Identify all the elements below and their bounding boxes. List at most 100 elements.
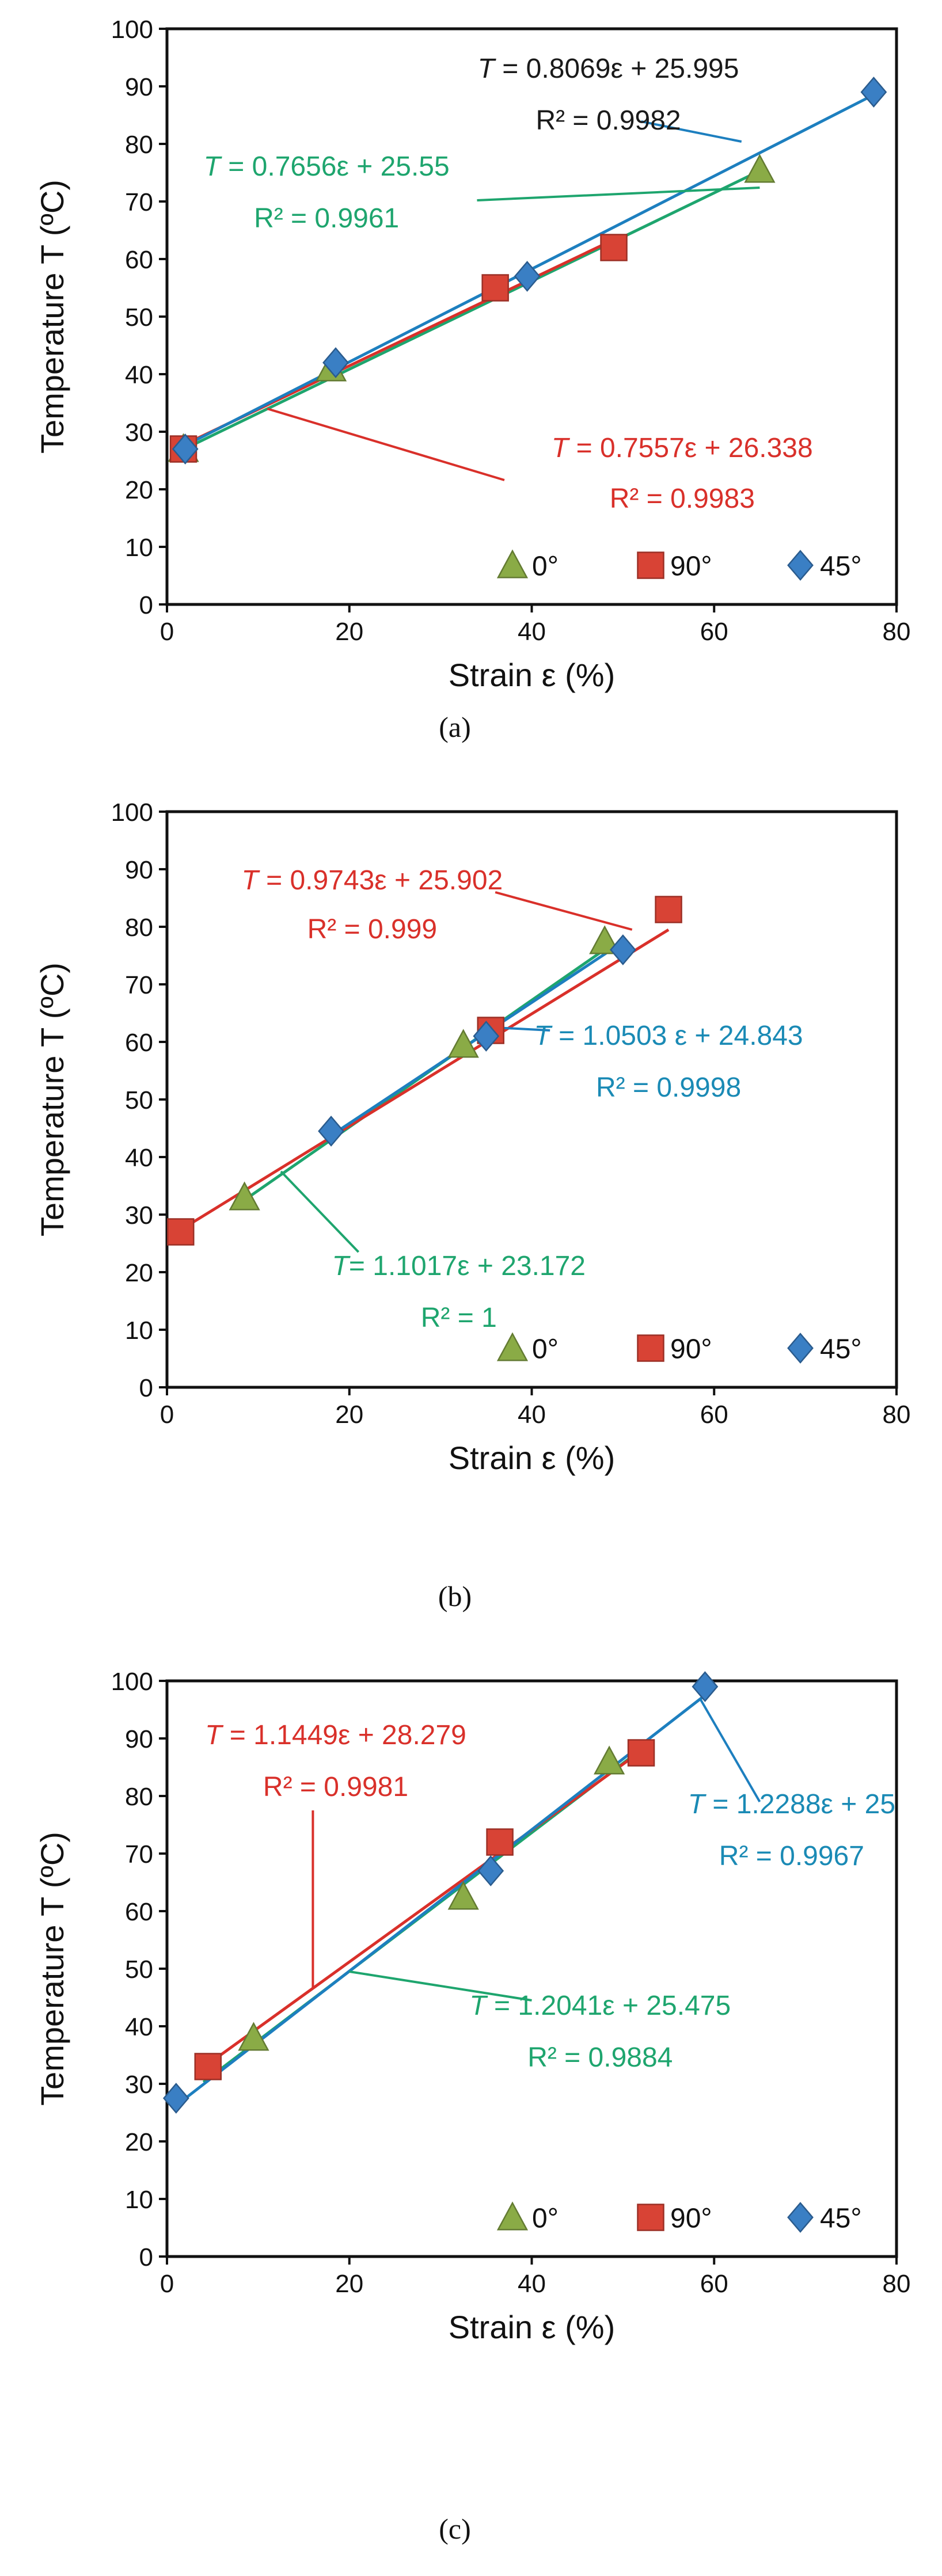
annotation-leader-line [641, 120, 742, 143]
x-tick-label: 60 [700, 1401, 728, 1429]
data-point-45deg [162, 2083, 189, 2114]
y-tick-label: 90 [125, 1725, 153, 1753]
y-tick-label: 20 [125, 476, 153, 504]
data-point-90deg [167, 1218, 195, 1246]
fit-equation: T = 1.1449ε + 28.279 [205, 1720, 466, 1751]
annotation-leader-line [495, 1026, 550, 1032]
legend-label: 90° [670, 2203, 712, 2233]
fit-equation: T = 1.2288ε + 25 [688, 1789, 895, 1820]
r-squared-label: R² = 0.9961 [254, 203, 399, 234]
data-point-45deg [514, 261, 541, 292]
trendline-90deg [180, 928, 670, 1231]
x-tick-label: 60 [700, 2270, 728, 2298]
annotation-leader-line [495, 891, 633, 931]
data-point-0deg [238, 2022, 269, 2051]
x-tick-label: 80 [883, 2270, 911, 2298]
legend-item-45deg: 45° [787, 2202, 862, 2233]
y-tick-label: 80 [125, 914, 153, 942]
data-point-0deg [229, 1181, 260, 1211]
y-tick-label: 30 [125, 418, 153, 447]
x-axis-label: Strain ε (%) [449, 1440, 615, 1476]
legend-label: 0° [532, 1334, 559, 1364]
y-tick-label: 100 [111, 798, 153, 827]
y-tick-label: 10 [125, 534, 153, 562]
x-tick-label: 20 [335, 618, 363, 646]
y-tick-label: 0 [139, 591, 153, 619]
x-axis-label: Strain ε (%) [449, 657, 615, 693]
y-tick-label: 90 [125, 73, 153, 101]
r-squared-label: R² = 0.9982 [535, 105, 681, 136]
panel-caption: (a) [439, 711, 471, 743]
data-point-45deg [860, 77, 887, 108]
legend-item-45deg: 45° [787, 1333, 862, 1364]
legend-label: 45° [820, 2203, 862, 2233]
y-tick-label: 10 [125, 2186, 153, 2214]
x-tick-label: 20 [335, 1401, 363, 1429]
y-tick-label: 40 [125, 2013, 153, 2041]
x-tick-label: 40 [518, 618, 546, 646]
data-point-0deg [744, 154, 776, 183]
data-point-90deg [600, 234, 628, 261]
fit-equation: T = 0.8069ε + 25.995 [478, 54, 739, 84]
legend-label: 45° [820, 551, 862, 581]
chart-panel-c: 0 10 20 30 40 50 60 70 80 90 100 0 20 40 60 80 T = 1.14… [34, 1668, 910, 2545]
y-tick-label: 40 [125, 361, 153, 389]
y-tick-label: 50 [125, 1955, 153, 1984]
annotation-leader-line [349, 1970, 532, 2002]
data-point-45deg [322, 347, 349, 378]
x-tick-label: 40 [518, 1401, 546, 1429]
plot-area [165, 1679, 898, 2258]
legend-marker [637, 2204, 664, 2231]
data-point-45deg [692, 1671, 719, 1702]
data-point-45deg [172, 433, 199, 465]
annotation-leader-line [280, 1170, 360, 1253]
y-tick-label: 70 [125, 971, 153, 999]
x-axis-label: Strain ε (%) [449, 2309, 615, 2345]
data-point-45deg [473, 1021, 500, 1052]
data-point-45deg [609, 934, 636, 965]
y-tick-label: 100 [111, 16, 153, 44]
legend-marker [787, 1333, 814, 1364]
fit-equation: T = 0.9743ε + 25.902 [241, 865, 503, 896]
r-squared-label: R² = 1 [421, 1303, 497, 1333]
trendline-90deg [207, 1749, 643, 2065]
legend-marker [496, 1332, 529, 1361]
r-squared-label: R² = 0.9981 [263, 1772, 408, 1802]
fit-equation: T = 1.2041ε + 25.475 [469, 1991, 731, 2021]
y-tick-label: 0 [139, 2243, 153, 2271]
y-axis-label: Temperature T (ºC) [34, 180, 70, 454]
legend-label: 90° [670, 1334, 712, 1364]
data-point-0deg [447, 1029, 479, 1058]
x-tick-label: 0 [160, 2270, 174, 2298]
plot-area [165, 810, 898, 1389]
r-squared-label: R² = 0.999 [307, 914, 437, 945]
y-tick-label: 0 [139, 1374, 153, 1402]
legend-label: 90° [670, 551, 712, 581]
legend-item-0deg: 0° [496, 1332, 559, 1364]
data-point-45deg [318, 1116, 344, 1147]
plot-area [165, 27, 898, 606]
y-tick-label: 80 [125, 131, 153, 159]
y-axis-label: Temperature T (ºC) [34, 962, 70, 1236]
y-tick-label: 60 [125, 1898, 153, 1926]
annotation-leader-line [699, 1698, 761, 1803]
y-tick-label: 100 [111, 1668, 153, 1696]
panel-caption: (b) [438, 1580, 472, 1612]
chart-panel-b: 0 10 20 30 40 50 60 70 80 90 100 0 20 40 60 80 T = 0.97… [34, 798, 910, 1612]
legend-marker [637, 551, 664, 579]
r-squared-label: R² = 0.9884 [527, 2042, 673, 2073]
y-tick-label: 20 [125, 2128, 153, 2156]
legend-label: 0° [532, 551, 559, 581]
y-tick-label: 20 [125, 1259, 153, 1287]
y-tick-label: 80 [125, 1783, 153, 1811]
y-tick-label: 30 [125, 1201, 153, 1230]
y-tick-label: 60 [125, 246, 153, 274]
panel-caption: (c) [439, 2513, 471, 2545]
y-tick-label: 70 [125, 188, 153, 216]
legend-marker [496, 2201, 529, 2231]
r-squared-label: R² = 0.9983 [610, 484, 755, 514]
data-point-90deg [486, 1828, 514, 1856]
y-tick-label: 40 [125, 1144, 153, 1172]
data-point-0deg [594, 1745, 625, 1775]
